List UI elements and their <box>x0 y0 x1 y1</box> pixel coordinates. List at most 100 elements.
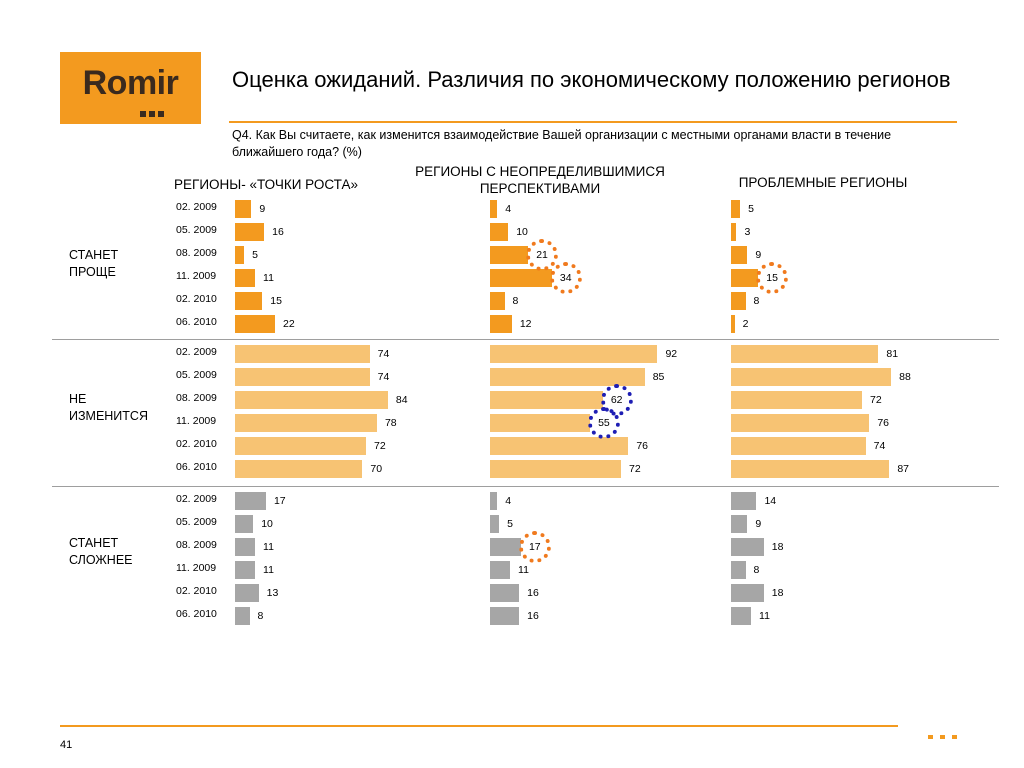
data-label: 11 <box>759 610 770 622</box>
date-label: 05. 2009 <box>176 224 217 236</box>
date-label: 11. 2009 <box>176 270 217 282</box>
data-label: 4 <box>505 495 512 507</box>
footer-dots <box>928 726 964 744</box>
data-label: 87 <box>897 463 910 475</box>
data-label: 11 <box>263 541 274 553</box>
bar <box>235 538 256 556</box>
bar <box>490 292 505 310</box>
data-label: 4 <box>505 203 512 215</box>
data-label: 17 <box>273 495 286 507</box>
bar <box>235 200 252 218</box>
bar <box>235 368 370 386</box>
data-label: 74 <box>377 371 390 383</box>
date-label: 06. 2010 <box>176 608 217 620</box>
data-label: 81 <box>886 348 899 360</box>
bar <box>490 269 552 287</box>
title-divider <box>229 121 957 123</box>
date-label: 08. 2009 <box>176 392 217 404</box>
bar <box>731 492 757 510</box>
highlight-circle <box>756 262 789 294</box>
bar <box>235 584 259 602</box>
bar <box>731 437 866 455</box>
question-text: Q4. Как Вы считаете, как изменится взаим… <box>232 128 892 159</box>
bar <box>490 368 645 386</box>
data-label: 10 <box>261 518 273 530</box>
highlight-circle <box>518 531 551 563</box>
date-label: 06. 2010 <box>176 461 217 473</box>
bar <box>731 515 748 533</box>
data-label: 11 <box>263 272 274 284</box>
bar <box>490 246 529 264</box>
data-label: 5 <box>507 518 513 530</box>
page-number: 41 <box>60 739 73 751</box>
bar <box>490 515 500 533</box>
data-label: 74 <box>873 440 886 452</box>
bar <box>235 437 367 455</box>
highlight-circle <box>549 262 582 294</box>
data-label: 16 <box>527 587 539 599</box>
bar <box>731 391 863 409</box>
bar <box>235 269 256 287</box>
bar <box>235 391 388 409</box>
bar <box>731 200 741 218</box>
date-label: 02. 2010 <box>176 438 217 450</box>
data-label: 76 <box>636 440 648 452</box>
data-label: 3 <box>744 226 751 238</box>
bar <box>490 584 520 602</box>
data-label: 85 <box>652 371 665 383</box>
date-label: 02. 2009 <box>176 346 217 358</box>
page-title: Оценка ожиданий. Различия по экономическ… <box>232 67 951 92</box>
data-label: 72 <box>629 463 641 475</box>
date-label: 02. 2009 <box>176 201 217 213</box>
data-label: 72 <box>870 394 882 406</box>
bar <box>490 414 591 432</box>
logo-dots <box>140 104 168 117</box>
bar <box>235 607 250 625</box>
data-label: 72 <box>374 440 386 452</box>
bar <box>731 607 752 625</box>
data-label: 9 <box>259 203 266 215</box>
group-label-3: СТАНЕТ СЛОЖНЕЕ <box>69 536 133 567</box>
bar <box>235 292 263 310</box>
date-label: 11. 2009 <box>176 562 217 574</box>
bar <box>490 538 521 556</box>
bar <box>731 345 879 363</box>
bar <box>731 368 892 386</box>
group-divider <box>52 486 999 487</box>
data-label: 8 <box>512 295 519 307</box>
date-label: 08. 2009 <box>176 247 217 259</box>
data-label: 92 <box>665 348 678 360</box>
data-label: 18 <box>771 587 784 599</box>
bar <box>235 315 276 333</box>
date-label: 02. 2009 <box>176 493 217 505</box>
date-label: 02. 2010 <box>176 293 217 305</box>
data-label: 9 <box>755 518 762 530</box>
data-label: 2 <box>742 318 749 330</box>
date-label: 05. 2009 <box>176 369 217 381</box>
column-header-1: РЕГИОНЫ- «ТОЧКИ РОСТА» <box>174 177 358 192</box>
data-label: 8 <box>257 610 264 622</box>
group-label-1: СТАНЕТ ПРОЩЕ <box>69 248 119 279</box>
bar <box>235 223 265 241</box>
bar <box>490 200 498 218</box>
bar <box>490 460 622 478</box>
data-label: 18 <box>771 541 784 553</box>
data-label: 8 <box>753 564 760 576</box>
data-label: 84 <box>395 394 408 406</box>
bar <box>731 223 737 241</box>
column-header-2: РЕГИОНЫ С НЕОПРЕДЕЛИВШИМИСЯ ПЕРСПЕКТИВАМ… <box>415 164 665 196</box>
column-header-3: ПРОБЛЕМНЫЕ РЕГИОНЫ <box>738 175 908 190</box>
bar <box>731 460 890 478</box>
bar <box>731 538 764 556</box>
bar <box>490 561 511 579</box>
data-label: 70 <box>370 463 383 475</box>
data-label: 15 <box>270 295 282 307</box>
bar <box>731 584 764 602</box>
data-label: 16 <box>527 610 539 622</box>
bar <box>731 246 748 264</box>
bar <box>731 269 759 287</box>
date-label: 11. 2009 <box>176 415 217 427</box>
bar <box>731 292 746 310</box>
data-label: 22 <box>283 318 295 330</box>
bar <box>235 246 245 264</box>
